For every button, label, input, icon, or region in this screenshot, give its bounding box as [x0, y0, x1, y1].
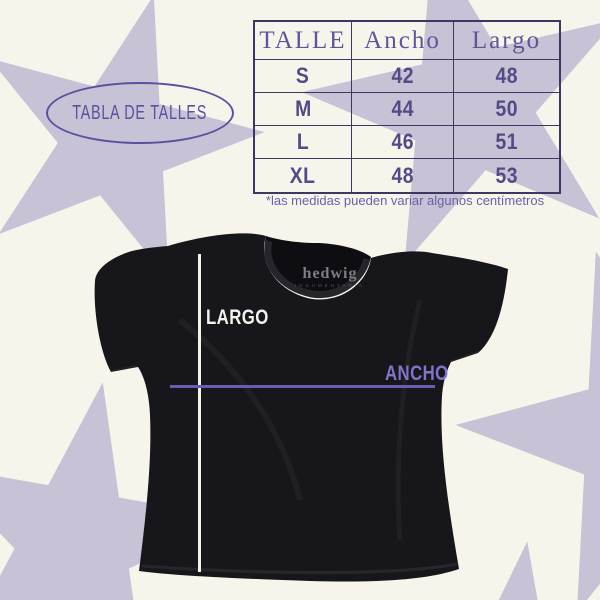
tshirt-collar [264, 236, 371, 297]
brand-logo: hedwig [303, 265, 358, 282]
table-row-xl-largo: 53 [495, 162, 518, 188]
collar-band [264, 240, 371, 299]
tshirt-shape [94, 233, 508, 582]
ancho-measure-line [170, 385, 435, 388]
star-decoration [0, 382, 234, 600]
size-table: TALLE Ancho Largo S 42 48 M 44 50 L 46 5… [253, 20, 561, 194]
table-row-m-ancho: 44 [352, 93, 454, 126]
table-row-l-ancho: 46 [352, 126, 454, 159]
sleeve-fold [110, 350, 480, 374]
table-row-s-largo: 48 [454, 60, 559, 93]
fabric-wrinkle [395, 299, 423, 541]
hem-stitch [141, 562, 458, 574]
table-row-xl-ancho: 48 [352, 159, 454, 192]
size-chart-badge: TABLA DE TALLES [46, 82, 234, 144]
star-decoration [301, 0, 600, 264]
brand-logo-subtext: INDUMENTARIA [295, 283, 365, 288]
largo-measure-line [198, 254, 201, 572]
disclaimer-note: *las medidas pueden variar algunos centí… [265, 193, 545, 208]
table-row-s-size: S [255, 60, 352, 93]
column-header-largo: Largo [454, 22, 559, 60]
table-row-xl-size: XL [255, 159, 352, 192]
table-row-s-ancho: 42 [352, 60, 454, 93]
ancho-label: ANCHO [385, 362, 449, 385]
badge-label: TABLA DE TALLES [72, 101, 208, 124]
column-header-talle: TALLE [255, 22, 352, 60]
table-row-l-size: L [255, 126, 352, 159]
column-header-ancho: Ancho [352, 22, 454, 60]
largo-label: LARGO [206, 306, 269, 329]
table-row-m-largo: 50 [454, 93, 559, 126]
table-row-l-largo: 51 [454, 126, 559, 159]
table-row-m-size: M [255, 93, 352, 126]
